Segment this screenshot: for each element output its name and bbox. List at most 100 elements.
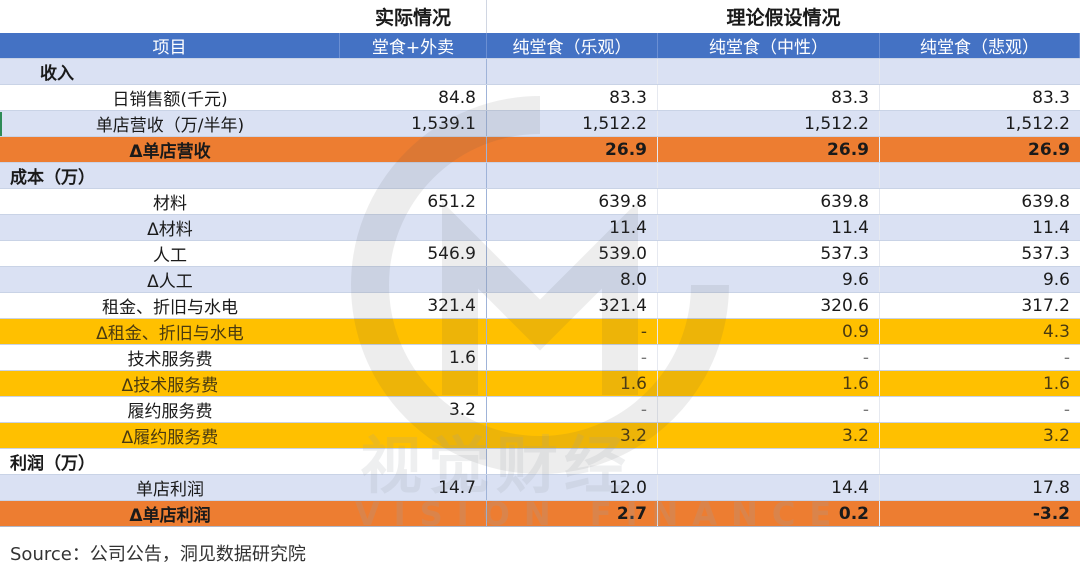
cell-optimistic[interactable]: 3.2 bbox=[487, 423, 658, 448]
cell-neutral[interactable]: 639.8 bbox=[658, 189, 880, 214]
column-header-neutral[interactable]: 纯堂食（中性） bbox=[658, 33, 880, 58]
table-row: 材料 651.2 639.8 639.8 639.8 bbox=[0, 189, 1080, 215]
cell-actual[interactable]: 1,539.1 bbox=[340, 111, 487, 136]
cell-neutral[interactable]: - bbox=[658, 345, 880, 370]
cell-optimistic[interactable]: - bbox=[487, 319, 658, 344]
cell-actual[interactable] bbox=[340, 267, 487, 292]
cell-optimistic[interactable]: 26.9 bbox=[487, 137, 658, 162]
row-label[interactable]: Δ单店营收 bbox=[129, 142, 211, 162]
cell-optimistic[interactable]: 1.6 bbox=[487, 371, 658, 396]
row-label[interactable]: 利润（万） bbox=[10, 454, 95, 474]
cell-optimistic[interactable]: - bbox=[487, 397, 658, 422]
cell-actual[interactable]: 1.6 bbox=[340, 345, 487, 370]
cell-actual[interactable] bbox=[340, 59, 487, 84]
column-header-pessimistic[interactable]: 纯堂食（悲观） bbox=[880, 33, 1080, 58]
cell-neutral[interactable]: 320.6 bbox=[658, 293, 880, 318]
cell-optimistic[interactable]: 8.0 bbox=[487, 267, 658, 292]
cell-neutral[interactable]: 26.9 bbox=[658, 137, 880, 162]
cell-pessimistic[interactable]: 1,512.2 bbox=[1005, 113, 1070, 134]
row-label[interactable]: 技术服务费 bbox=[127, 350, 213, 370]
row-label[interactable]: 单店营收（万/半年) bbox=[95, 116, 245, 136]
cell-pessimistic[interactable]: 17.8 bbox=[1032, 477, 1070, 498]
cell-actual[interactable] bbox=[340, 501, 487, 526]
row-label[interactable]: 履约服务费 bbox=[127, 402, 213, 422]
row-label[interactable]: 材料 bbox=[153, 194, 187, 214]
cell-pessimistic[interactable]: 3.2 bbox=[1042, 425, 1070, 446]
cell-pessimistic[interactable]: 639.8 bbox=[1021, 191, 1070, 212]
cell-actual[interactable]: 84.8 bbox=[340, 85, 487, 110]
cell-neutral[interactable] bbox=[658, 59, 880, 84]
cell-optimistic[interactable]: 2.7 bbox=[487, 501, 658, 526]
cell-pessimistic[interactable]: 317.2 bbox=[1021, 295, 1070, 316]
cell-actual[interactable] bbox=[340, 449, 487, 474]
cell-pessimistic[interactable] bbox=[880, 449, 1080, 474]
cell-optimistic[interactable]: 11.4 bbox=[487, 215, 658, 240]
cell-neutral[interactable]: 0.2 bbox=[658, 501, 880, 526]
row-label[interactable]: 租金、折旧与水电 bbox=[102, 298, 238, 318]
cell-actual[interactable] bbox=[340, 423, 487, 448]
cell-actual[interactable] bbox=[340, 215, 487, 240]
cell-actual[interactable]: 3.2 bbox=[340, 397, 487, 422]
cell-neutral[interactable]: 0.9 bbox=[658, 319, 880, 344]
cell-neutral[interactable]: 14.4 bbox=[658, 475, 880, 500]
cell-actual[interactable] bbox=[340, 319, 487, 344]
column-header-actual[interactable]: 堂食+外卖 bbox=[340, 33, 487, 58]
cell-pessimistic[interactable]: 26.9 bbox=[1028, 139, 1070, 160]
cell-actual[interactable] bbox=[340, 371, 487, 396]
cell-pessimistic[interactable]: -3.2 bbox=[1032, 503, 1070, 524]
table-row-section-cost: 成本（万） bbox=[0, 163, 1080, 189]
row-label[interactable]: Δ人工 bbox=[147, 272, 193, 292]
cell-pessimistic[interactable]: - bbox=[1063, 347, 1070, 368]
cell-pessimistic[interactable]: 537.3 bbox=[1021, 243, 1070, 264]
row-label[interactable]: Δ技术服务费 bbox=[121, 376, 219, 396]
source-note: Source：公司公告，洞见数据研究院 bbox=[10, 544, 306, 565]
cell-pessimistic[interactable] bbox=[880, 59, 1080, 84]
table-row-highlight-orange: Δ单店营收 26.9 26.9 26.9 bbox=[0, 137, 1080, 163]
cell-pessimistic[interactable]: 11.4 bbox=[1032, 217, 1070, 238]
cell-optimistic[interactable]: 12.0 bbox=[487, 475, 658, 500]
cell-actual[interactable]: 546.9 bbox=[340, 241, 487, 266]
row-label[interactable]: Δ单店利润 bbox=[129, 506, 211, 526]
cell-optimistic[interactable]: 539.0 bbox=[487, 241, 658, 266]
cell-neutral[interactable]: 11.4 bbox=[658, 215, 880, 240]
cell-pessimistic[interactable] bbox=[880, 163, 1080, 188]
cell-optimistic[interactable]: 639.8 bbox=[487, 189, 658, 214]
row-label[interactable]: Δ履约服务费 bbox=[121, 428, 219, 448]
cell-pessimistic[interactable]: - bbox=[1063, 399, 1070, 420]
row-label[interactable]: 人工 bbox=[153, 246, 187, 266]
cell-neutral[interactable] bbox=[658, 449, 880, 474]
cell-optimistic[interactable] bbox=[487, 163, 658, 188]
row-label[interactable]: 单店利润 bbox=[136, 480, 204, 500]
cell-neutral[interactable] bbox=[658, 163, 880, 188]
cell-optimistic[interactable] bbox=[487, 449, 658, 474]
cell-pessimistic[interactable]: 9.6 bbox=[1042, 269, 1070, 290]
cell-actual[interactable] bbox=[340, 137, 487, 162]
row-label[interactable]: 收入 bbox=[40, 64, 74, 84]
row-label[interactable]: Δ材料 bbox=[147, 220, 193, 240]
cell-optimistic[interactable]: 1,512.2 bbox=[487, 111, 658, 136]
cell-optimistic[interactable]: 83.3 bbox=[487, 85, 658, 110]
cell-neutral[interactable]: - bbox=[658, 397, 880, 422]
table-row-highlight-yellow: Δ技术服务费 1.6 1.6 1.6 bbox=[0, 371, 1080, 397]
cell-optimistic[interactable]: 321.4 bbox=[487, 293, 658, 318]
cell-optimistic[interactable] bbox=[487, 59, 658, 84]
cell-neutral[interactable]: 9.6 bbox=[658, 267, 880, 292]
cell-actual[interactable] bbox=[340, 163, 487, 188]
cell-optimistic[interactable]: - bbox=[487, 345, 658, 370]
row-label[interactable]: 成本（万） bbox=[10, 168, 95, 188]
cell-actual[interactable]: 14.7 bbox=[340, 475, 487, 500]
cell-pessimistic[interactable]: 4.3 bbox=[1042, 321, 1070, 342]
cell-pessimistic[interactable]: 1.6 bbox=[1042, 373, 1070, 394]
column-header-item[interactable]: 项目 bbox=[0, 33, 340, 58]
row-label[interactable]: Δ租金、折旧与水电 bbox=[96, 324, 244, 344]
column-header-optimistic[interactable]: 纯堂食（乐观） bbox=[487, 33, 658, 58]
cell-neutral[interactable]: 1,512.2 bbox=[658, 111, 880, 136]
cell-neutral[interactable]: 1.6 bbox=[658, 371, 880, 396]
cell-neutral[interactable]: 83.3 bbox=[658, 85, 880, 110]
cell-neutral[interactable]: 3.2 bbox=[658, 423, 880, 448]
cell-actual[interactable]: 321.4 bbox=[340, 293, 487, 318]
cell-neutral[interactable]: 537.3 bbox=[658, 241, 880, 266]
cell-pessimistic[interactable]: 83.3 bbox=[1032, 87, 1070, 108]
cell-actual[interactable]: 651.2 bbox=[340, 189, 487, 214]
row-label[interactable]: 日销售额(千元) bbox=[112, 90, 228, 110]
